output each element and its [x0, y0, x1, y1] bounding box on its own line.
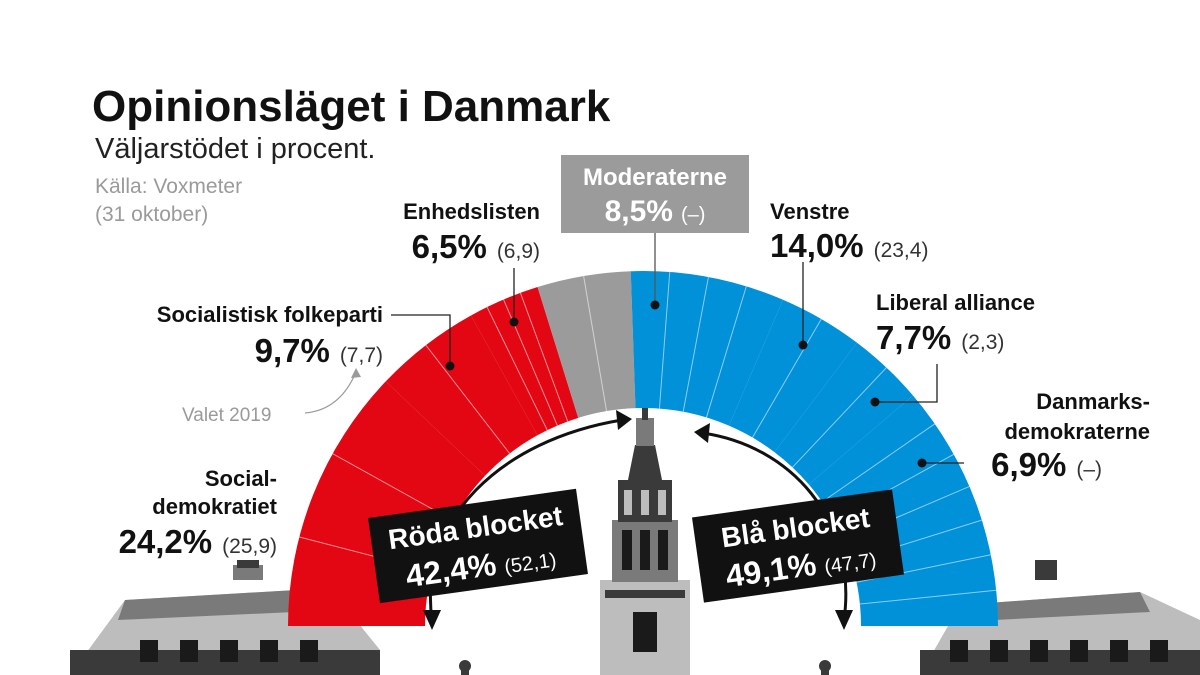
- label-moderaterne-name: Moderaterne: [583, 164, 727, 191]
- arc-subdivision: [425, 344, 511, 454]
- label-la-name: Liberal alliance: [876, 290, 1035, 315]
- label-dd-previous: (–): [1076, 458, 1102, 481]
- blue-bloc-arrowhead-top: [694, 423, 710, 443]
- label-socialdemokratiet: Social- demokratiet 24,2% (25,9): [119, 466, 278, 560]
- label-dd-name-2: demokraterne: [1004, 419, 1150, 444]
- blue-bloc-arrowhead-bottom: [835, 610, 853, 630]
- note-label: Valet 2019: [182, 405, 271, 426]
- tower: [600, 405, 690, 675]
- arc-subdivision: [752, 318, 822, 438]
- label-enhedslisten-values: 6,5% (6,9): [412, 228, 540, 265]
- note-valet-2019: Valet 2019: [182, 368, 361, 426]
- label-dd-value: 6,9%: [991, 446, 1066, 483]
- red-bloc-arrowhead-bottom: [423, 610, 441, 630]
- moderaterne-box-bg: [561, 155, 749, 233]
- label-socialdemokratiet-values: 24,2% (25,9): [119, 523, 277, 560]
- label-liberal-alliance: Liberal alliance 7,7% (2,3): [870, 290, 1035, 407]
- arc-segment-4: [630, 271, 783, 426]
- label-venstre-previous: (23,4): [874, 239, 929, 262]
- red-bloc-box: Röda blocket 42,4% (52,1): [368, 488, 588, 604]
- label-socialdemokratiet-name-1: Social-: [205, 466, 277, 491]
- label-sf-value: 9,7%: [255, 332, 330, 369]
- right-building: [920, 560, 1200, 675]
- arc-segment-0: [288, 381, 486, 626]
- arc-subdivision: [705, 286, 747, 418]
- arc-subdivision: [486, 306, 548, 431]
- parliament-illustration: [70, 405, 1200, 675]
- label-venstre: Venstre 14,0% (23,4): [770, 199, 928, 350]
- label-sf-values: 9,7% (7,7): [255, 332, 383, 369]
- chart-subtitle: Väljarstödet i procent.: [95, 133, 375, 165]
- label-enhedslisten-previous: (6,9): [497, 240, 540, 263]
- label-dd-name-1: Danmarks-: [1036, 389, 1150, 414]
- label-moderaterne-previous: (–): [681, 204, 705, 226]
- label-enhedslisten: Enhedslisten 6,5% (6,9): [403, 199, 540, 327]
- arc-subdivision: [519, 292, 569, 422]
- source-label: Källa: Voxmeter: [95, 175, 242, 198]
- label-sf: Socialistisk folkeparti 9,7% (7,7): [157, 302, 455, 371]
- label-sf-name: Socialistisk folkeparti: [157, 302, 383, 327]
- blue-bloc-box: Blå blocket 49,1% (47,7): [691, 489, 905, 603]
- arc-segment-5: [728, 299, 858, 453]
- arc-subdivision: [682, 276, 709, 412]
- label-socialdemokratiet-name-2: demokratiet: [152, 494, 277, 519]
- arc-segment-3: [537, 271, 636, 418]
- label-venstre-values: 14,0% (23,4): [770, 227, 928, 264]
- label-dd-values: 6,9% (–): [991, 446, 1102, 483]
- blue-bloc-bg: [691, 489, 905, 603]
- label-danmarksdemokraterne: Danmarks- demokraterne 6,9% (–): [917, 389, 1150, 483]
- arc-subdivision: [821, 423, 936, 503]
- chart-title: Opinionsläget i Danmark: [92, 82, 611, 131]
- red-bloc-arrowhead-top: [616, 410, 632, 430]
- label-socialdemokratiet-previous: (25,9): [222, 535, 277, 558]
- moderaterne-box: Moderaterne 8,5% (–): [561, 155, 749, 310]
- label-la-previous: (2,3): [961, 331, 1004, 354]
- label-la-value: 7,7%: [876, 319, 951, 356]
- arc-subdivision: [792, 367, 887, 468]
- left-building: [70, 560, 380, 675]
- arc-segment-2: [471, 287, 579, 436]
- label-moderaterne-value: 8,5%: [605, 195, 673, 228]
- arc-subdivision: [859, 589, 997, 605]
- source-date: (31 oktober): [95, 203, 208, 226]
- label-socialdemokratiet-value: 24,2%: [119, 523, 213, 560]
- label-la-values: 7,7% (2,3): [876, 319, 1004, 356]
- label-enhedslisten-value: 6,5%: [412, 228, 487, 265]
- arc-segment-1: [385, 315, 538, 476]
- label-moderaterne-values: 8,5% (–): [605, 195, 706, 228]
- label-venstre-name: Venstre: [770, 199, 850, 224]
- arc-subdivision: [583, 275, 608, 412]
- label-venstre-value: 14,0%: [770, 227, 864, 264]
- arc-subdivision: [658, 271, 671, 409]
- label-sf-previous: (7,7): [340, 344, 383, 367]
- red-bloc-bg: [368, 488, 588, 604]
- label-enhedslisten-name: Enhedslisten: [403, 199, 540, 224]
